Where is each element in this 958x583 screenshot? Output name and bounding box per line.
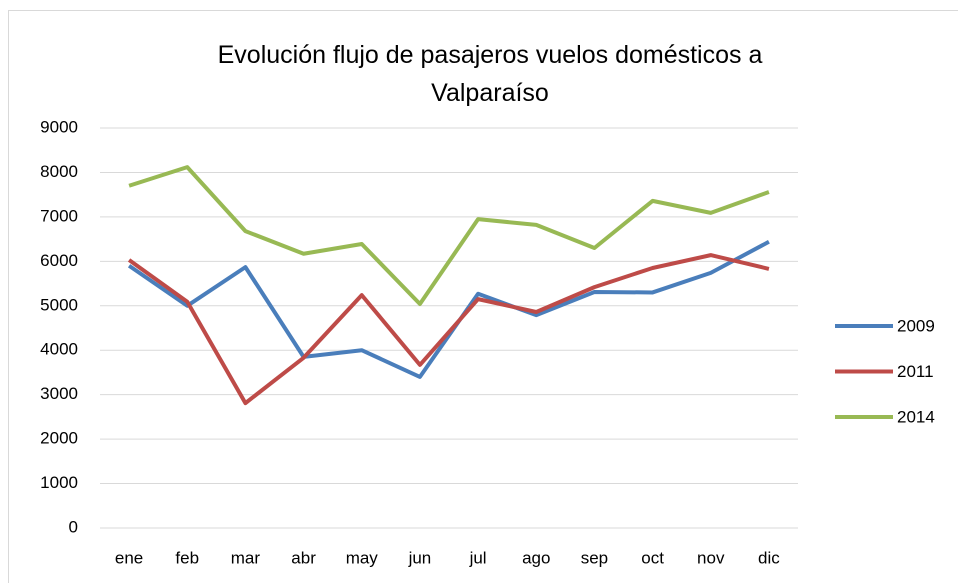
series-line	[127, 253, 770, 406]
y-tick-label: 1000	[40, 473, 78, 492]
x-tick-label: oct	[641, 548, 664, 567]
y-tick-label: 5000	[40, 295, 78, 314]
x-tick-label: ago	[522, 548, 550, 567]
x-tick-label: feb	[175, 548, 199, 567]
y-tick-label: 0	[69, 517, 78, 536]
series-line	[128, 165, 770, 306]
x-tick-label: ene	[115, 548, 143, 567]
y-tick-label: 3000	[40, 384, 78, 403]
x-tick-label: abr	[291, 548, 316, 567]
legend-label: 2014	[897, 407, 935, 426]
chart-title: Evolución flujo de pasajeros vuelos domé…	[217, 41, 763, 107]
y-tick-label: 4000	[40, 340, 78, 359]
x-tick-label: dic	[758, 548, 780, 567]
legend-label: 2009	[897, 316, 935, 335]
y-tick-label: 8000	[40, 162, 78, 181]
legend-label: 2011	[897, 362, 934, 381]
x-tick-label: jun	[408, 548, 432, 567]
x-tick-label: jul	[469, 548, 487, 567]
x-tick-label: may	[346, 548, 379, 567]
y-tick-label: 2000	[40, 429, 78, 448]
x-tick-label: mar	[231, 548, 261, 567]
y-tick-label: 6000	[40, 251, 78, 270]
x-tick-label: nov	[697, 548, 725, 567]
series-line	[127, 240, 770, 379]
y-tick-label: 7000	[40, 206, 78, 225]
y-tick-label: 9000	[40, 117, 78, 136]
x-tick-label: sep	[581, 548, 608, 567]
